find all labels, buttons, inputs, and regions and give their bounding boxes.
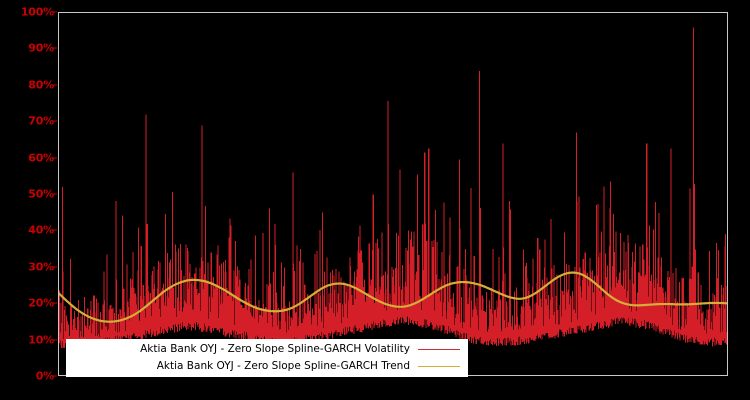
legend-item-volatility[interactable]: Aktia Bank OYJ - Zero Slope Spline-GARCH…: [66, 341, 462, 358]
y-axis-tick-80: 80%: [28, 78, 54, 92]
chart-legend: Aktia Bank OYJ - Zero Slope Spline-GARCH…: [66, 339, 468, 377]
legend-label-trend: Aktia Bank OYJ - Zero Slope Spline-GARCH…: [156, 360, 410, 373]
y-axis-tick-40: 40%: [28, 223, 54, 237]
y-axis-tick-90: 90%: [28, 41, 54, 55]
legend-label-volatility: Aktia Bank OYJ - Zero Slope Spline-GARCH…: [140, 343, 410, 356]
trend-series: [59, 271, 727, 323]
y-axis-tick-0: 0%: [35, 369, 54, 383]
y-axis-tickmark-70: [52, 120, 57, 122]
volatility-series: [59, 27, 727, 348]
legend-item-trend[interactable]: Aktia Bank OYJ - Zero Slope Spline-GARCH…: [66, 358, 462, 375]
legend-swatch-trend-icon: [418, 366, 460, 367]
y-axis-tick-70: 70%: [28, 114, 54, 128]
y-axis-tickmark-30: [52, 266, 57, 268]
y-axis-tick-60: 60%: [28, 151, 54, 165]
volatility-path: [59, 27, 727, 348]
plot-area: [58, 12, 728, 376]
y-axis-tickmark-0: [52, 375, 57, 377]
y-axis-tick-10: 10%: [28, 333, 54, 347]
y-axis-tickmark-60: [52, 157, 57, 159]
y-axis-tick-30: 30%: [28, 260, 54, 274]
y-axis-labels: 0% 10% 20% 30% 40% 50% 60% 70% 80% 90% 100%: [0, 0, 57, 400]
y-axis-tick-100: 100%: [20, 5, 54, 19]
legend-swatch-volatility-icon: [418, 349, 460, 350]
y-axis-tickmark-20: [52, 302, 57, 304]
y-axis-tickmark-90: [52, 47, 57, 49]
chart-canvas: [59, 27, 727, 348]
y-axis-tickmark-100: [52, 11, 57, 13]
y-axis-tickmark-40: [52, 229, 57, 231]
y-axis-tick-50: 50%: [28, 187, 54, 201]
y-axis-tick-20: 20%: [28, 296, 54, 310]
y-axis-tickmark-10: [52, 339, 57, 341]
y-axis-tickmark-80: [52, 84, 57, 86]
y-axis-tickmark-50: [52, 193, 57, 195]
